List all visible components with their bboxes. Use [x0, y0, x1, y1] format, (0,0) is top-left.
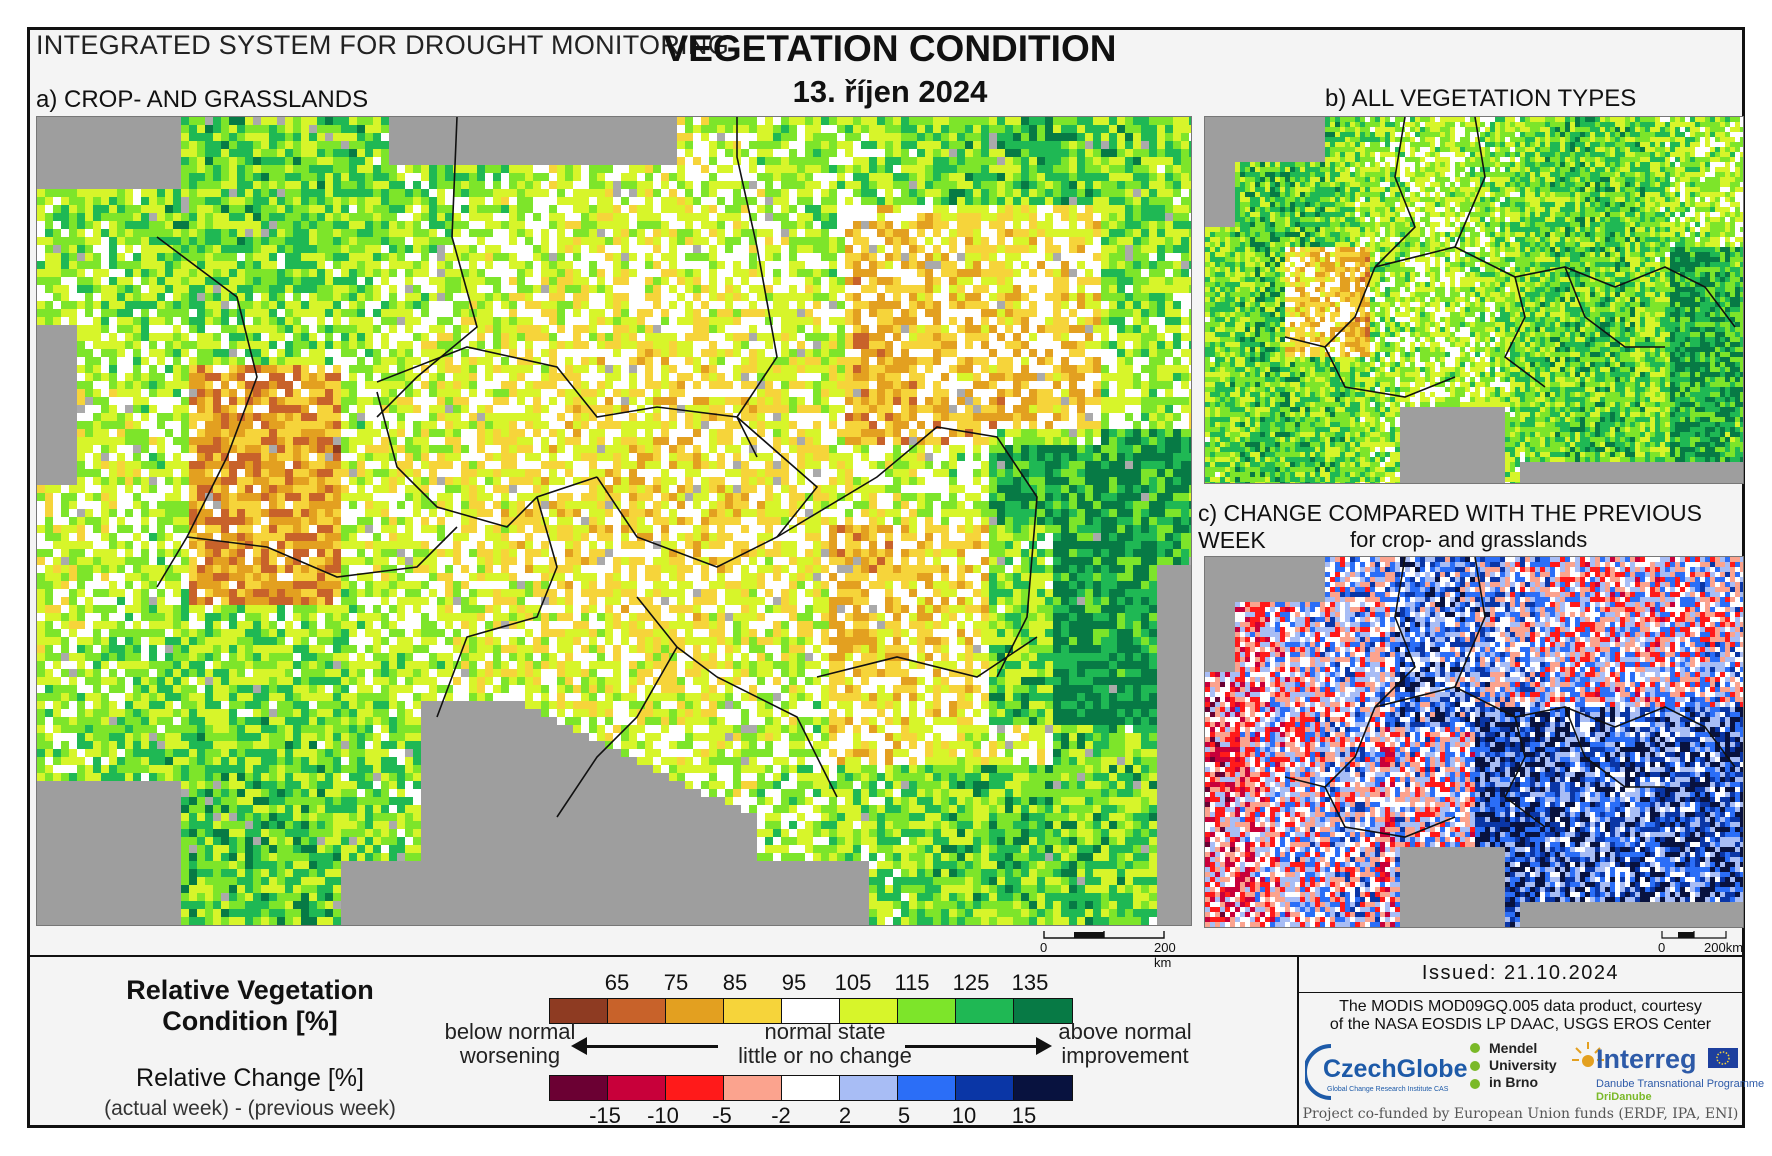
- country-border: [636, 596, 838, 798]
- map-title: VEGETATION CONDITION: [660, 28, 1120, 70]
- country-border: [1284, 266, 1376, 348]
- rvc-swatch: [1014, 999, 1072, 1023]
- panel-c-scalebar: 0 200km: [1654, 929, 1744, 955]
- rvc-swatch: [782, 999, 840, 1023]
- improvement-arrow-icon: [905, 1037, 1052, 1055]
- panel-b-map: [1204, 116, 1744, 484]
- country-border: [156, 236, 258, 538]
- country-border: [556, 646, 678, 818]
- all-vegetation-map: [1205, 117, 1743, 483]
- worsening-arrow-icon: [571, 1037, 718, 1055]
- issued-date: Issued: 21.10.2024: [1299, 962, 1742, 985]
- country-border: [1614, 706, 1736, 768]
- change-swatch: [666, 1076, 724, 1100]
- issued-divider: [1299, 992, 1742, 993]
- change-legend-title: Relative Change [%]: [100, 1064, 400, 1093]
- normal-state-text: normal state little or no change: [720, 1020, 930, 1068]
- czechglobe-logo: CzechGlobe Global Change Research Instit…: [1305, 1040, 1467, 1102]
- rvc-ticks: 65 75 85 95 105 115 125 135: [0, 970, 1772, 996]
- change-swatch: [898, 1076, 956, 1100]
- country-border: [1454, 117, 1486, 248]
- legend-area: [30, 955, 1742, 1127]
- country-border: [1503, 276, 1546, 388]
- rvc-swatch: [840, 999, 898, 1023]
- change-colorbar: [549, 1075, 1073, 1101]
- country-border: [1564, 266, 1665, 348]
- country-border: [776, 426, 1038, 678]
- rvc-swatch: [956, 999, 1014, 1023]
- country-border: [1324, 786, 1456, 838]
- change-legend-subtitle: (actual week) - (previous week): [90, 1097, 410, 1121]
- mendel-university-logo: Mendel University in Brno: [1467, 1040, 1577, 1102]
- country-border: [816, 636, 1038, 678]
- change-swatch: [782, 1076, 840, 1100]
- country-border: [1374, 117, 1416, 268]
- panel-a-label: a) CROP- AND GRASSLANDS: [36, 86, 368, 114]
- country-border: [1324, 346, 1456, 398]
- change-swatch: [724, 1076, 782, 1100]
- panel-c-sublabel: for crop- and grasslands: [1350, 527, 1587, 553]
- rvc-swatch: [550, 999, 608, 1023]
- country-border: [156, 526, 458, 588]
- country-border: [596, 416, 819, 568]
- eu-flag-icon: [1708, 1048, 1738, 1068]
- change-ticks: -15 -10 -5 -2 2 5 10 15: [0, 1103, 1772, 1129]
- country-border: [1284, 706, 1376, 788]
- country-border: [376, 117, 478, 418]
- interreg-logo: Interreg Danube Transnational Programme …: [1570, 1040, 1764, 1103]
- change-swatch: [840, 1076, 898, 1100]
- change-swatch: [956, 1076, 1014, 1100]
- rvc-swatch: [724, 999, 782, 1023]
- weekly-change-map: [1205, 557, 1743, 927]
- change-swatch: [1014, 1076, 1072, 1100]
- rvc-legend-title: Relative Vegetation Condition [%]: [100, 975, 400, 1037]
- data-credit: The MODIS MOD09GQ.005 data product, cour…: [1299, 998, 1742, 1034]
- panel-a-map: [36, 116, 1192, 926]
- system-name: INTEGRATED SYSTEM FOR DROUGHT MONITORING: [36, 30, 729, 61]
- footer-separator: [1297, 955, 1299, 1125]
- rvc-swatch: [608, 999, 666, 1023]
- vegetation-condition-map: [37, 117, 1191, 925]
- funding-note: Project co-funded by European Union fund…: [1299, 1106, 1742, 1122]
- rvc-colorbar: [549, 998, 1073, 1024]
- panel-b-label: b) ALL VEGETATION TYPES: [1325, 85, 1636, 113]
- country-border: [1374, 557, 1416, 708]
- change-swatch: [608, 1076, 666, 1100]
- panel-c-map: [1204, 556, 1744, 928]
- country-border: [1614, 266, 1736, 328]
- map-date: 13. říjen 2024: [660, 74, 1120, 110]
- country-border: [1503, 716, 1546, 828]
- country-border: [376, 391, 598, 528]
- country-border: [1564, 706, 1665, 788]
- rvc-swatch: [666, 999, 724, 1023]
- country-border: [1454, 557, 1486, 688]
- country-border: [436, 496, 558, 718]
- panel-a-scalebar: 0 200 km: [1034, 929, 1194, 970]
- panel-c-label: c) CHANGE COMPARED WITH THE PREVIOUS WEE…: [1198, 500, 1772, 554]
- above-normal-text: above normal improvement: [1045, 1020, 1205, 1068]
- change-swatch: [550, 1076, 608, 1100]
- country-border: [736, 117, 778, 418]
- rvc-swatch: [898, 999, 956, 1023]
- below-normal-text: below normal worsening: [430, 1020, 590, 1068]
- interreg-sun-icon: [1572, 1042, 1604, 1067]
